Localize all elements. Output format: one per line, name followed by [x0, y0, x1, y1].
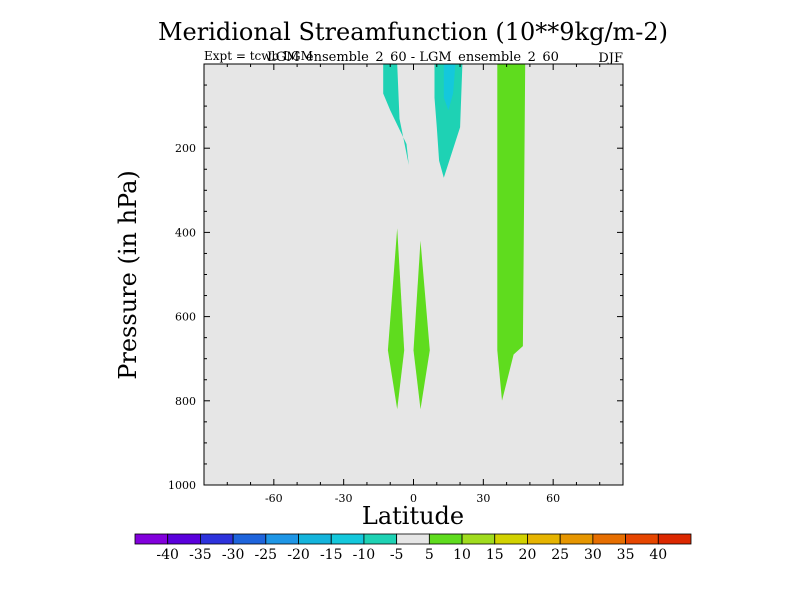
- colorbar-swatch: [134, 533, 169, 545]
- colorbar-swatch: [559, 533, 594, 545]
- colorbar-swatch: [396, 533, 430, 545]
- colorbar-swatch: [428, 533, 463, 545]
- chart-subtitle-right: DJF: [598, 51, 623, 66]
- x-tick-label: 60: [546, 492, 560, 505]
- colorbar-swatch: [527, 533, 561, 545]
- colorbar-swatch: [461, 533, 496, 545]
- colorbar-label: -15: [320, 547, 343, 563]
- contour-region-c: [497, 64, 526, 401]
- colorbar-label: -10: [353, 547, 376, 563]
- colorbar-label: 10: [453, 547, 471, 563]
- x-tick-label: -60: [265, 492, 283, 505]
- axis-tick-labels: -60 -30 0 30 60 200 400 600 800 1000: [168, 142, 560, 505]
- contour-region-a: [383, 64, 409, 165]
- y-tick-label: 200: [175, 142, 196, 155]
- y-tick-label: 600: [175, 311, 196, 324]
- chart-subtitle-center: LGM_ensemble_2_60 - LGM_ensemble_2_60: [267, 50, 559, 65]
- colorbar-swatch: [657, 533, 692, 545]
- y-tick-label: 800: [175, 395, 196, 408]
- axis-ticks: [203, 63, 624, 486]
- x-tick-label: 30: [476, 492, 490, 505]
- x-tick-label: -30: [335, 492, 353, 505]
- contour-region-b: [434, 64, 463, 178]
- x-tick-label: 0: [410, 492, 417, 505]
- y-tick-label: 1000: [168, 479, 196, 492]
- colorbar-label: -20: [287, 547, 310, 563]
- plot-background: [204, 64, 623, 485]
- colorbar-swatch: [232, 533, 267, 545]
- colorbar-label: -40: [156, 547, 179, 563]
- y-tick-label: 400: [175, 226, 196, 239]
- contour-region-d: [387, 228, 405, 410]
- colorbar-swatch: [592, 533, 626, 545]
- colorbar-label: 15: [486, 547, 504, 563]
- colorbar-label: 40: [649, 547, 667, 563]
- colorbar-label: 5: [425, 547, 434, 563]
- chart-title: Meridional Streamfunction (10**9kg/m-2): [158, 18, 668, 46]
- colorbar-swatch: [200, 533, 234, 545]
- colorbar-swatch: [298, 533, 332, 545]
- colorbar-label: 30: [584, 547, 602, 563]
- colorbar: [134, 533, 692, 545]
- contour-region-b-core: [443, 64, 456, 111]
- colorbar-label: -5: [390, 547, 404, 563]
- colorbar-swatch: [167, 533, 201, 545]
- colorbar-swatch: [330, 533, 365, 545]
- colorbar-swatch: [494, 533, 528, 545]
- chart-subtitle-left: Expt = tcwb LGM: [204, 49, 313, 63]
- x-axis-label: Latitude: [362, 502, 464, 530]
- colorbar-swatch: [363, 533, 398, 545]
- contour-region-e: [413, 240, 430, 410]
- colorbar-label: -35: [189, 547, 212, 563]
- colorbar-label: 20: [519, 547, 537, 563]
- colorbar-labels: -40 -35 -30 -25 -20 -15 -10 -5 5 10 15 20 25 30 35 40: [156, 547, 667, 563]
- plot-area: [203, 63, 624, 486]
- y-axis-label: Pressure (in hPa): [114, 170, 142, 380]
- colorbar-label: -30: [222, 547, 245, 563]
- colorbar-swatch: [265, 533, 299, 545]
- colorbar-label: 25: [551, 547, 569, 563]
- colorbar-label: -25: [255, 547, 278, 563]
- colorbar-label: 35: [617, 547, 635, 563]
- colorbar-swatch: [625, 533, 659, 545]
